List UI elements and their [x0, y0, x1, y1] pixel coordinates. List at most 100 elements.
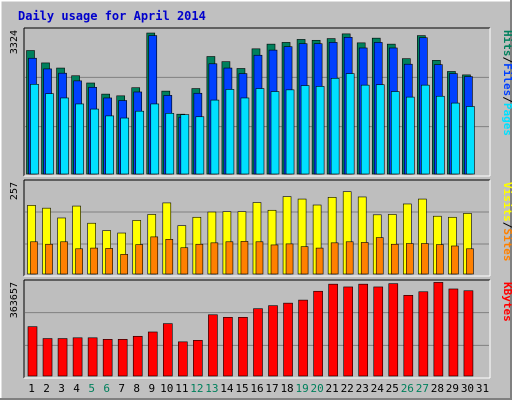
y-max-label: 363657: [9, 282, 20, 318]
bar-pages: [375, 84, 385, 175]
bar-pages: [421, 84, 430, 175]
bar-kbytes: [253, 308, 263, 377]
legend-entry: KBytes: [501, 282, 512, 322]
legend-entry: Hits: [501, 30, 512, 57]
panel-legend: KBytes: [501, 282, 512, 322]
bar-kbytes: [298, 299, 308, 377]
x-tick-label: 1: [28, 382, 35, 395]
x-tick-label: 27: [416, 382, 429, 395]
bar-sites: [75, 248, 83, 275]
x-tick-label: 23: [356, 382, 369, 395]
x-tick-label: 30: [461, 382, 474, 395]
x-tick-label: 12: [190, 382, 203, 395]
bar-kbytes: [27, 326, 38, 377]
bar-sites: [406, 243, 414, 275]
bar-kbytes: [463, 290, 474, 377]
bar-pages: [195, 116, 205, 175]
bar-pages: [390, 91, 400, 175]
bar-kbytes: [313, 290, 323, 377]
panel-visits_sites: 257 Visits/Sites: [9, 179, 512, 277]
x-tick-label: 18: [280, 382, 293, 395]
x-axis-labels: 1 2 3 4 5 6 7 8 9 10 11 12 13 14 15 16 17 18 19 20 21 22 23 24 2…: [28, 382, 489, 395]
bar-pages: [270, 91, 280, 175]
x-tick-label: 8: [133, 382, 140, 395]
bar-kbytes: [373, 286, 384, 377]
bar-kbytes: [102, 339, 113, 377]
legend-entry: /: [501, 96, 512, 103]
bar-kbytes: [72, 337, 83, 377]
bar-sites: [466, 248, 474, 275]
bar-kbytes: [268, 305, 278, 377]
bar-sites: [436, 244, 444, 275]
bar-sites: [270, 244, 279, 275]
bar-sites: [360, 242, 369, 275]
bar-pages: [315, 86, 325, 175]
bar-kbytes: [223, 317, 233, 377]
bar-pages: [165, 113, 175, 175]
bar-kbytes: [403, 294, 414, 377]
x-tick-label: 4: [73, 382, 80, 395]
chart-panels: 3324Hits/Files/Pages257Visits/Sites36365…: [9, 27, 512, 379]
bar-sites: [180, 247, 189, 275]
legend-entry: /: [501, 222, 512, 229]
bar-kbytes: [193, 340, 203, 377]
bar-sites: [120, 254, 128, 275]
bar-sites: [375, 237, 384, 275]
y-max-label: 3324: [9, 30, 20, 54]
bar-sites: [225, 241, 234, 275]
bar-sites: [135, 244, 144, 275]
bar-pages: [135, 110, 145, 175]
x-tick-label: 17: [265, 382, 278, 395]
bar-sites: [300, 246, 309, 275]
bar-pages: [210, 99, 220, 175]
bar-kbytes: [147, 331, 158, 377]
x-tick-label: 29: [446, 382, 459, 395]
x-tick-label: 31: [476, 382, 489, 395]
bar-pages: [105, 115, 114, 175]
bar-kbytes: [117, 339, 128, 377]
bar-sites: [285, 243, 294, 275]
bar-kbytes: [208, 314, 218, 377]
bar-pages: [300, 85, 310, 175]
bar-kbytes: [238, 317, 248, 377]
x-tick-label: 25: [386, 382, 399, 395]
bar-sites: [345, 241, 354, 275]
bar-pages: [330, 78, 340, 175]
bar-kbytes: [178, 341, 188, 377]
x-tick-label: 22: [341, 382, 354, 395]
bar-pages: [30, 83, 39, 175]
legend-entry: Files: [501, 63, 512, 96]
panel-legend: Hits/Files/Pages: [501, 30, 512, 136]
x-tick-label: 24: [371, 382, 385, 395]
panel-kbytes: 363657 KBytes: [9, 279, 512, 379]
x-tick-label: 26: [401, 382, 414, 395]
bar-sites: [105, 248, 113, 275]
x-tick-label: 3: [58, 382, 65, 395]
bar-kbytes: [328, 283, 338, 377]
bar-kbytes: [162, 323, 173, 377]
panel-legend: Visits/Sites: [501, 182, 512, 262]
bar-pages: [225, 89, 235, 175]
bar-kbytes: [57, 338, 68, 377]
bar-sites: [390, 243, 399, 275]
bar-sites: [240, 241, 249, 275]
bar-sites: [315, 247, 324, 275]
bar-kbytes: [358, 283, 369, 377]
bar-pages: [406, 96, 415, 175]
x-tick-label: 14: [220, 382, 234, 395]
bar-kbytes: [433, 282, 444, 377]
bar-sites: [330, 242, 339, 275]
legend-entry: /: [501, 57, 512, 64]
x-tick-label: 20: [311, 382, 324, 395]
bar-pages: [60, 97, 69, 175]
bar-kbytes: [343, 286, 353, 377]
bar-sites: [45, 243, 53, 275]
chart-title: Daily usage for April 2014: [18, 9, 206, 23]
x-tick-label: 21: [326, 382, 339, 395]
bar-kbytes: [87, 337, 98, 377]
bar-sites: [210, 242, 219, 275]
bar-kbytes: [448, 288, 459, 377]
bar-kbytes: [283, 302, 293, 377]
bar-pages: [451, 102, 460, 175]
bar-sites: [165, 239, 174, 275]
